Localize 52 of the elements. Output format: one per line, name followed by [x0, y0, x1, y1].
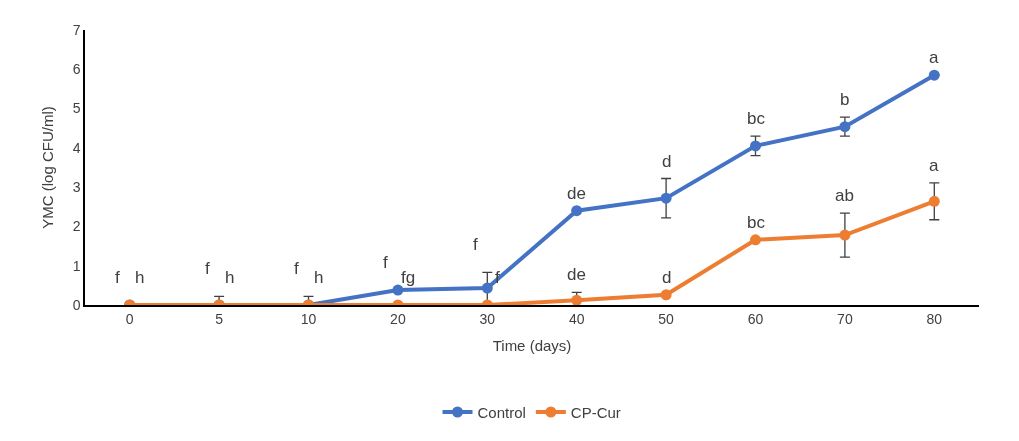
annotation: f	[495, 268, 500, 287]
annotation: f	[473, 235, 478, 254]
y-tick-label: 3	[72, 179, 81, 196]
annotation: d	[662, 152, 672, 171]
annotation: h	[225, 268, 235, 287]
annotation: f	[383, 253, 388, 272]
point	[928, 195, 940, 207]
x-tick-label: 30	[479, 310, 496, 327]
annotation: h	[314, 268, 324, 287]
annotation: d	[662, 268, 672, 287]
x-tick-label: 50	[658, 310, 675, 327]
point	[839, 229, 851, 241]
x-tick-label: 80	[926, 310, 943, 327]
x-tick-label: 70	[837, 310, 853, 327]
annotation: b	[840, 90, 850, 109]
x-tick-label: 5	[215, 310, 224, 327]
y-axis-title: YMC (log CFU/ml)	[39, 106, 57, 229]
annotation: f	[115, 268, 120, 287]
x-tick-label: 60	[747, 310, 764, 327]
y-tick-label: 0	[72, 296, 81, 313]
x-tick-label: 40	[568, 310, 585, 327]
annotation: bc	[747, 213, 766, 232]
point	[571, 205, 583, 217]
y-tick-label: 6	[72, 61, 81, 78]
point	[392, 284, 404, 296]
annotation: de	[567, 184, 586, 203]
point	[750, 234, 761, 246]
annotation: bc	[747, 109, 766, 128]
point	[839, 121, 851, 133]
annotation: ab	[835, 186, 854, 205]
legend-label: Control	[477, 403, 526, 421]
annotation: h	[135, 268, 145, 287]
y-tick-label: 2	[72, 218, 81, 235]
annotation: a	[929, 48, 939, 67]
y-tick-label: 4	[72, 139, 81, 156]
y-tick-label: 7	[72, 21, 81, 38]
x-axis-title: Time (days)	[492, 337, 572, 355]
point	[750, 140, 761, 152]
y-tick-label: 1	[72, 257, 81, 274]
y-tick-label: 5	[72, 100, 81, 117]
x-tick-label: 10	[300, 310, 317, 327]
x-tick-label: 0	[125, 310, 134, 327]
point	[660, 192, 672, 204]
point	[928, 69, 940, 81]
legend-label: CP-Cur	[570, 403, 621, 421]
point	[481, 282, 493, 294]
annotation: a	[929, 156, 939, 175]
annotation: f	[294, 259, 299, 278]
annotation: f	[205, 259, 210, 278]
annotation: fg	[401, 268, 416, 287]
x-tick-label: 20	[390, 310, 406, 327]
annotation: de	[567, 265, 586, 284]
